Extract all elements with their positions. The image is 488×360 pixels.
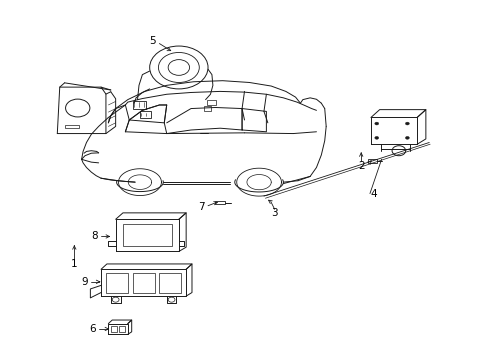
Bar: [203, 106, 211, 111]
Bar: [215, 201, 224, 204]
Circle shape: [405, 122, 408, 125]
Text: 8: 8: [91, 231, 98, 242]
Text: 2: 2: [357, 161, 364, 171]
Bar: [368, 159, 376, 163]
Bar: [122, 224, 171, 246]
Bar: [64, 125, 79, 128]
Bar: [206, 100, 215, 105]
Bar: [140, 111, 150, 118]
Bar: [119, 326, 125, 332]
Bar: [106, 273, 127, 293]
Circle shape: [405, 136, 408, 139]
Bar: [132, 273, 154, 293]
Bar: [159, 273, 181, 293]
Text: 6: 6: [89, 324, 96, 334]
Text: 3: 3: [271, 208, 277, 218]
Text: 7: 7: [198, 202, 204, 212]
Text: 4: 4: [370, 189, 377, 199]
Text: 9: 9: [81, 277, 88, 287]
Text: 5: 5: [149, 36, 156, 46]
Circle shape: [374, 136, 378, 139]
Text: 1: 1: [71, 259, 78, 269]
Circle shape: [374, 122, 378, 125]
Bar: [111, 326, 117, 332]
Bar: [132, 101, 146, 109]
